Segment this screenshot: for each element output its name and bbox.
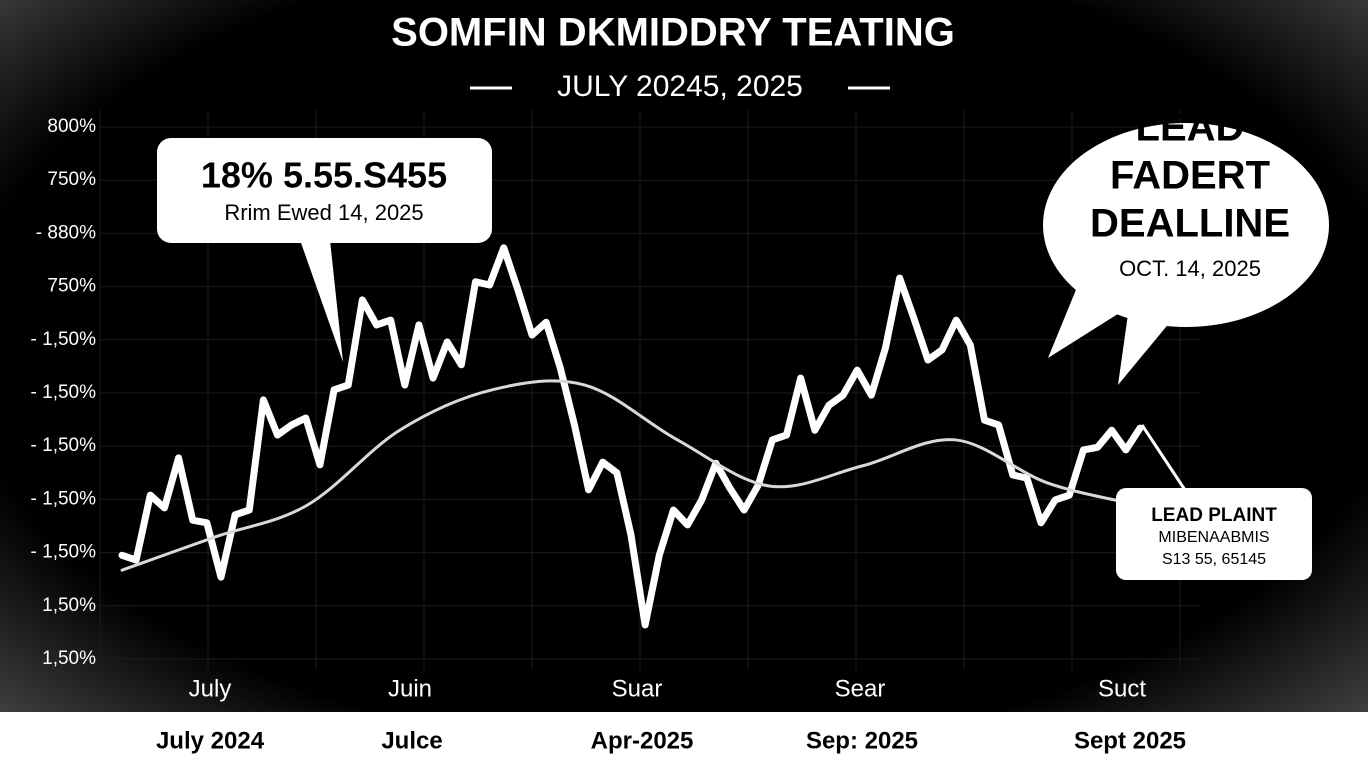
y-tick-label: 1,50%	[42, 648, 96, 669]
y-tick-label: - 1,50%	[31, 542, 97, 563]
callout-2	[1043, 123, 1329, 385]
annotation-text: OCT. 14, 2025	[1119, 256, 1261, 281]
x-sublabel: Sep: 2025	[806, 727, 918, 754]
chart-subtitle: JULY 20245, 2025	[557, 70, 803, 103]
labels: 800% 750% - 880% 750% - 1,50% - 1,50% - 1,50% -…	[31, 106, 1290, 755]
y-tick-label: - 1,50%	[31, 435, 97, 456]
y-tick-label: 750%	[47, 169, 96, 190]
speech-bubble	[1043, 123, 1329, 327]
y-tick-label: - 1,50%	[31, 488, 97, 509]
footer-band	[0, 712, 1368, 768]
y-tick-label: - 880%	[36, 222, 96, 243]
y-tick-label: 800%	[47, 116, 96, 137]
lines	[118, 244, 1144, 629]
x-sublabel: Apr-2025	[591, 727, 694, 754]
callout-3	[1116, 424, 1312, 580]
x-tick-label: Juin	[388, 675, 432, 702]
annotation-text: Rrim Ewed 14, 2025	[224, 200, 423, 225]
annotation-text: DEALLINE	[1090, 202, 1290, 246]
annotation-text: MIBENAABMIS	[1158, 529, 1269, 546]
x-sublabel: July 2024	[156, 727, 265, 754]
callout-box	[157, 138, 492, 243]
y-tick-label: 750%	[47, 276, 96, 297]
trend-line	[120, 379, 1142, 572]
annotation-text: 18% 5.55.S455	[201, 155, 447, 196]
annotation-text: LEAD	[1136, 106, 1245, 150]
callout-1	[157, 138, 492, 362]
y-tick-label: - 1,50%	[31, 329, 97, 350]
x-tick-label: Suar	[612, 675, 663, 702]
callout-box	[1116, 488, 1312, 580]
y-tick-label: 1,50%	[42, 595, 96, 616]
annotation-text: LEAD PLAINT	[1151, 505, 1277, 526]
x-sublabel: Julce	[381, 727, 442, 754]
annotation-text: FADERT	[1110, 154, 1270, 198]
x-sublabel: Sept 2025	[1074, 727, 1186, 754]
x-tick-label: Sear	[835, 675, 886, 702]
annotation-text: S13 55, 65145	[1162, 551, 1266, 568]
x-tick-label: Suct	[1098, 675, 1146, 702]
x-tick-label: July	[189, 675, 232, 702]
chart-title: SOMFIN DKMIDDRY TEATING	[391, 11, 955, 55]
y-tick-label: - 1,50%	[31, 382, 97, 403]
callout-pointer	[300, 240, 343, 362]
price-line	[118, 244, 1144, 629]
callout-pointer	[1140, 424, 1187, 491]
